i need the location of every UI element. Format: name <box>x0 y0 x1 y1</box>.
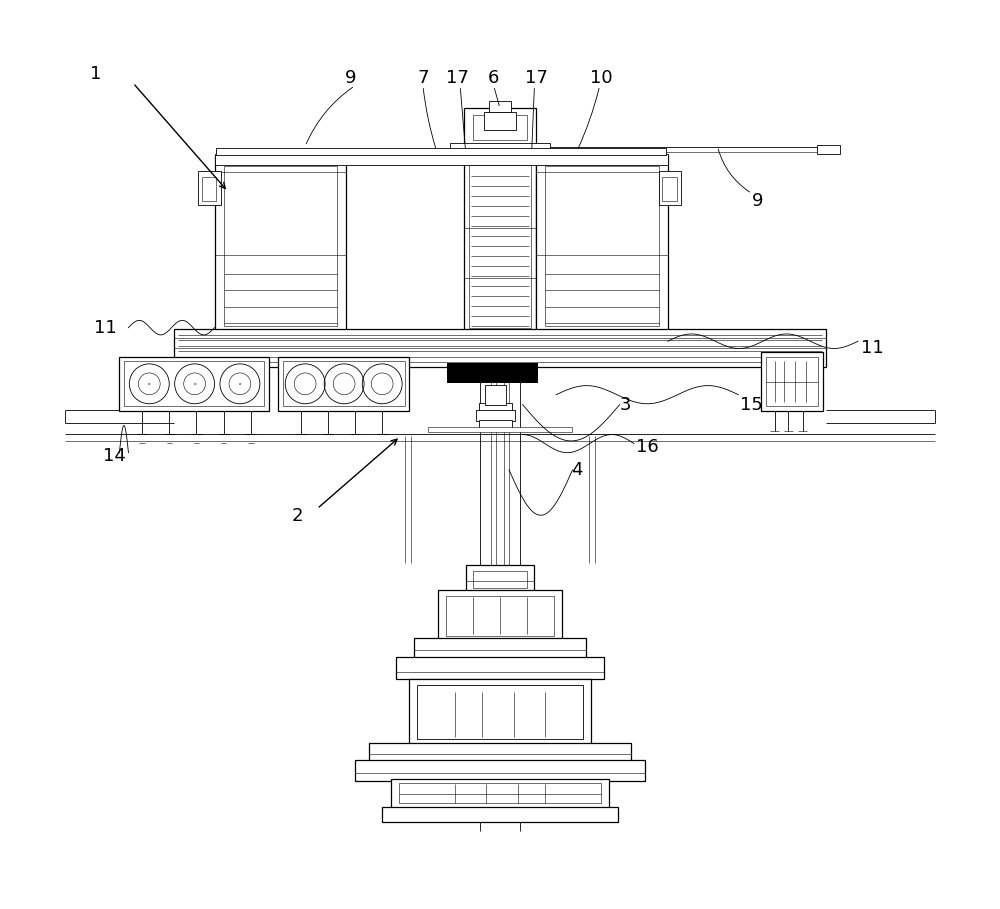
Bar <box>215 155 346 336</box>
Text: 17: 17 <box>446 68 469 86</box>
Bar <box>382 807 618 822</box>
Bar <box>438 591 562 640</box>
Bar <box>446 596 554 635</box>
Bar <box>278 356 409 411</box>
Bar <box>545 166 659 325</box>
Text: 9: 9 <box>345 68 356 86</box>
Bar <box>428 427 572 432</box>
Bar <box>485 385 506 405</box>
Bar <box>215 154 668 165</box>
Bar <box>479 403 512 412</box>
Bar <box>216 148 666 155</box>
Text: 9: 9 <box>752 192 763 210</box>
Bar <box>124 361 264 406</box>
Bar <box>202 177 216 201</box>
Text: 16: 16 <box>636 438 659 456</box>
Bar <box>396 656 604 679</box>
Bar <box>476 410 515 421</box>
Bar <box>473 115 527 140</box>
Bar <box>283 361 405 406</box>
Text: 10: 10 <box>590 68 613 86</box>
Text: o: o <box>239 382 241 385</box>
Text: 2: 2 <box>292 507 303 525</box>
Bar <box>817 145 840 154</box>
Bar <box>662 177 677 201</box>
Text: 14: 14 <box>103 447 126 465</box>
Text: 4: 4 <box>571 461 582 479</box>
Bar <box>489 101 511 112</box>
Bar <box>399 784 601 804</box>
Bar <box>119 356 269 411</box>
Bar <box>761 352 823 411</box>
Bar <box>469 165 531 327</box>
Bar <box>479 420 512 429</box>
Bar <box>355 760 645 781</box>
Bar <box>464 108 536 146</box>
Bar <box>473 572 527 588</box>
Bar <box>224 166 337 325</box>
Text: 3: 3 <box>620 395 631 414</box>
Bar <box>464 155 536 336</box>
Text: 11: 11 <box>861 338 883 356</box>
Text: 1: 1 <box>90 65 102 83</box>
Bar <box>659 171 681 205</box>
Bar <box>450 143 550 152</box>
Bar <box>369 743 631 761</box>
Text: 7: 7 <box>417 68 429 86</box>
Bar <box>417 684 583 739</box>
Text: 15: 15 <box>740 395 763 414</box>
Text: o: o <box>193 382 196 385</box>
Bar <box>447 363 538 383</box>
Bar <box>459 150 541 157</box>
Text: 11: 11 <box>94 319 117 336</box>
Text: o: o <box>148 382 151 385</box>
Bar <box>766 356 818 406</box>
Bar <box>536 155 668 336</box>
Bar <box>198 171 221 205</box>
Text: 6: 6 <box>488 68 499 86</box>
Bar <box>484 112 516 130</box>
Bar <box>466 565 534 593</box>
Text: 17: 17 <box>525 68 548 86</box>
Bar <box>414 638 586 658</box>
Bar <box>391 779 609 808</box>
Bar <box>409 679 591 744</box>
Bar <box>174 328 826 366</box>
